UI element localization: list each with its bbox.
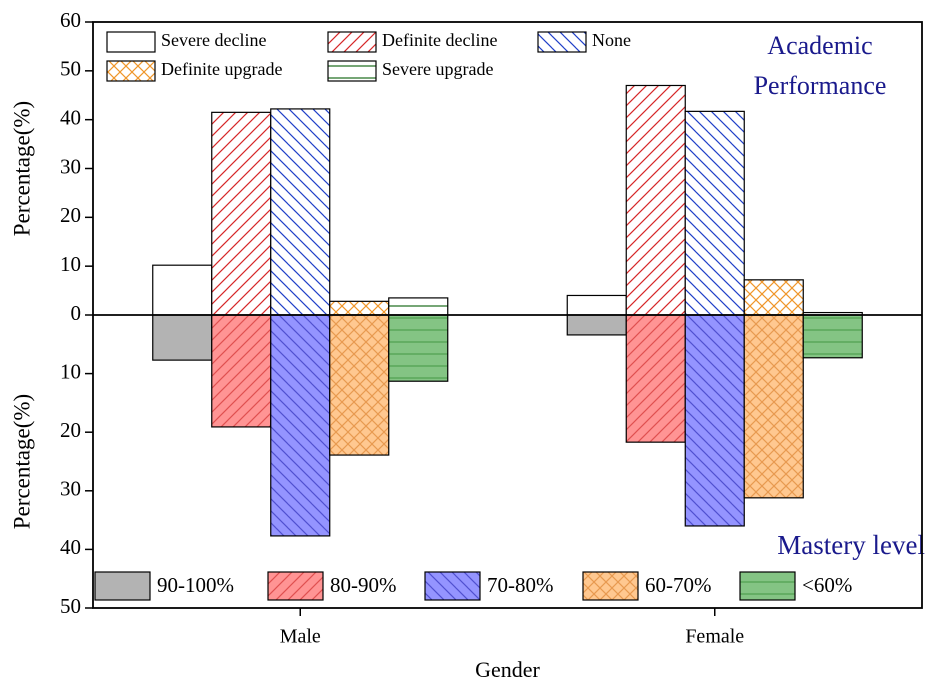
- x-axis-label: Gender: [475, 657, 540, 682]
- legend-swatch: [582, 571, 639, 601]
- bar: [743, 314, 804, 499]
- legend-swatch: [424, 571, 481, 601]
- bar: [625, 84, 686, 316]
- bar: [743, 279, 804, 316]
- annotation: Mastery level: [777, 530, 925, 560]
- legend-label: Definite decline: [382, 30, 497, 50]
- bar: [566, 294, 627, 316]
- legend-swatch: [739, 571, 796, 601]
- y-tick-label: 0: [71, 301, 82, 325]
- y-tick-label: 20: [60, 418, 81, 442]
- bar: [329, 300, 390, 316]
- bar: [270, 314, 331, 537]
- legend-label: Definite upgrade: [161, 59, 282, 79]
- legend-swatch: [106, 31, 156, 53]
- bar: [802, 314, 863, 359]
- y-tick-label: 50: [60, 594, 81, 618]
- y-tick-label: 30: [60, 477, 81, 501]
- legend-label: 70-80%: [487, 573, 554, 597]
- legend-label: None: [592, 30, 631, 50]
- y-tick-label: 10: [60, 359, 81, 383]
- annotation: Performance: [754, 71, 887, 100]
- y-tick-label: 50: [60, 57, 81, 81]
- legend-swatch: [327, 60, 377, 82]
- bar: [270, 108, 331, 316]
- y-tick-label: 20: [60, 203, 81, 227]
- y-tick-label: 30: [60, 154, 81, 178]
- annotation: Academic: [767, 31, 872, 60]
- y-tick-label: 10: [60, 252, 81, 276]
- bar: [388, 297, 449, 316]
- bar: [329, 314, 390, 456]
- legend-label: Severe upgrade: [382, 59, 493, 79]
- legend-swatch: [267, 571, 324, 601]
- y-axis-label: Percentage(%): [9, 101, 34, 236]
- legend-label: 60-70%: [645, 573, 712, 597]
- bar: [211, 111, 272, 316]
- legend-label: 90-100%: [157, 573, 234, 597]
- legend-label: 80-90%: [330, 573, 397, 597]
- x-tick-label: Female: [685, 626, 744, 648]
- bar: [684, 314, 745, 527]
- legend-swatch: [94, 571, 151, 601]
- y-tick-label: 60: [60, 8, 81, 32]
- legend-label: <60%: [802, 573, 852, 597]
- bar: [152, 264, 213, 316]
- legend-swatch: [106, 60, 156, 82]
- y-tick-label: 40: [60, 105, 81, 129]
- y-axis-label: Percentage(%): [9, 394, 34, 529]
- legend-label: Severe decline: [161, 30, 266, 50]
- y-tick-label: 40: [60, 535, 81, 559]
- bar: [625, 314, 686, 443]
- x-tick-label: Male: [280, 626, 321, 648]
- legend-swatch: [537, 31, 587, 53]
- plot-frame: [92, 21, 923, 609]
- bar: [566, 314, 627, 336]
- bar: [211, 314, 272, 428]
- bar: [388, 314, 449, 382]
- bar: [152, 314, 213, 361]
- bar: [684, 110, 745, 316]
- legend-swatch: [327, 31, 377, 53]
